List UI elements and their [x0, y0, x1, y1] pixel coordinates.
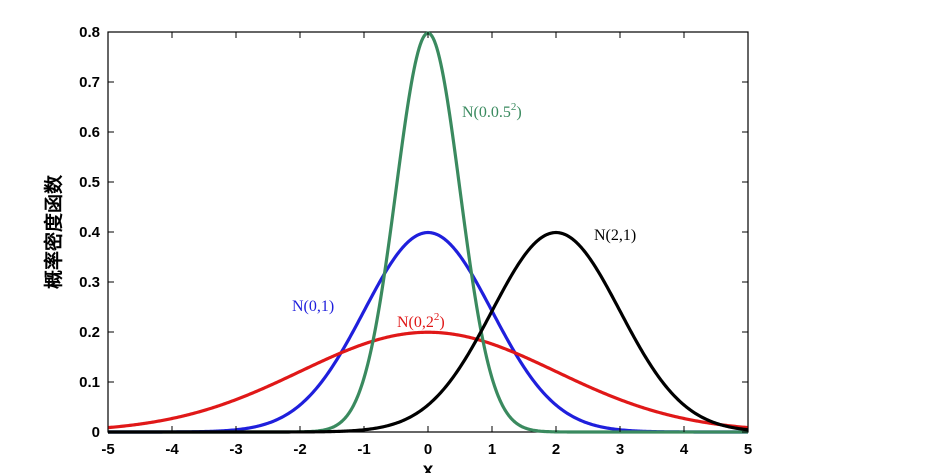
y-axis-ticks: 0 0.1 0.2 0.3 0.4 0.5 0.6 0.7 0.8 — [79, 24, 748, 441]
series-line-1 — [107, 330, 749, 430]
y-tick-label: 0.2 — [79, 324, 100, 341]
series-label-2: N(0.0.52) — [462, 101, 522, 121]
y-tick-label: 0.1 — [79, 374, 100, 391]
y-axis-label: 概率密度函数 — [42, 174, 65, 289]
x-tick-label: -3 — [229, 441, 242, 458]
y-tick-label: 0.8 — [79, 24, 100, 41]
x-tick-label: -2 — [293, 441, 306, 458]
x-tick-label: 1 — [488, 441, 496, 458]
series-label-3: N(2,1) — [594, 227, 636, 244]
x-axis-label: x — [423, 460, 434, 473]
y-tick-label: 0.4 — [79, 224, 101, 241]
x-tick-label: 4 — [680, 441, 689, 458]
x-axis-ticks: -5 -4 -3 -2 -1 0 1 2 3 4 5 — [101, 32, 752, 458]
y-tick-label: 0 — [92, 424, 100, 441]
y-tick-label: 0.3 — [79, 274, 100, 291]
series-label-0: N(0,1) — [292, 298, 334, 315]
series-annotations: N(0,1) N(0,22) N(0.0.52) N(2,1) — [292, 101, 636, 331]
x-tick-label: 3 — [616, 441, 624, 458]
series-line-3 — [107, 230, 749, 434]
x-tick-label: -5 — [101, 441, 114, 458]
x-tick-label: 2 — [552, 441, 560, 458]
y-tick-label: 0.7 — [79, 74, 100, 91]
x-tick-label: 0 — [424, 441, 432, 458]
series-label-1: N(0,22) — [397, 311, 445, 331]
y-tick-label: 0.5 — [79, 174, 100, 191]
y-tick-label: 0.6 — [79, 124, 100, 141]
x-tick-label: -4 — [165, 441, 179, 458]
x-tick-label: 5 — [744, 441, 752, 458]
x-tick-label: -1 — [357, 441, 370, 458]
